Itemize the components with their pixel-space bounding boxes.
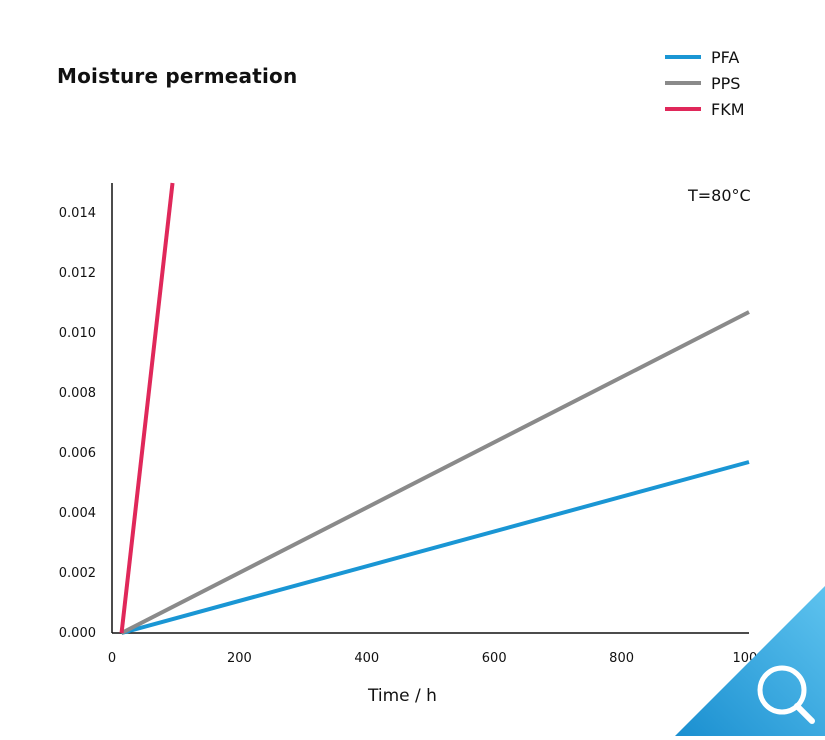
legend-item-pps: PPS bbox=[665, 70, 745, 96]
legend-swatch bbox=[665, 107, 701, 111]
zoom-button[interactable] bbox=[675, 586, 825, 736]
x-tick-label: 200 bbox=[227, 651, 252, 666]
chart-title: Moisture permeation bbox=[57, 64, 298, 88]
legend-label: PPS bbox=[711, 73, 741, 93]
series-line-pfa bbox=[121, 460, 750, 635]
legend-item-fkm: FKM bbox=[665, 96, 745, 122]
magnifier-icon bbox=[675, 586, 825, 736]
legend-label: FKM bbox=[711, 99, 745, 119]
x-tick-label: 0 bbox=[108, 651, 116, 666]
x-tick-label: 800 bbox=[609, 651, 634, 666]
y-tick-label: 0.002 bbox=[59, 566, 96, 581]
legend-item-pfa: PFA bbox=[665, 44, 745, 70]
y-tick-label: 0.004 bbox=[59, 506, 96, 521]
x-tick-label: 400 bbox=[354, 651, 379, 666]
axes bbox=[111, 183, 749, 634]
y-tick-label: 0.000 bbox=[59, 626, 96, 641]
y-tick-label: 0.008 bbox=[59, 386, 96, 401]
legend-swatch bbox=[665, 55, 701, 59]
y-tick-label: 0.010 bbox=[59, 326, 96, 341]
series-line-fkm bbox=[119, 182, 175, 634]
legend-swatch bbox=[665, 81, 701, 85]
y-tick-label: 0.006 bbox=[59, 446, 96, 461]
series-lines bbox=[119, 182, 750, 635]
y-ticks: 0.000 0.002 0.004 0.006 0.008 0.010 0.012 0.014 bbox=[59, 206, 96, 641]
series-line-pps bbox=[120, 310, 750, 635]
legend: PFA PPS FKM bbox=[665, 44, 745, 122]
y-tick-label: 0.012 bbox=[59, 266, 96, 281]
y-tick-label: 0.014 bbox=[59, 206, 96, 221]
temperature-annotation: T=80°C bbox=[688, 186, 751, 205]
x-ticks: 0 200 400 600 800 1000 bbox=[108, 651, 766, 666]
legend-label: PFA bbox=[711, 47, 740, 67]
x-tick-label: 600 bbox=[482, 651, 507, 666]
x-axis-label: Time / h bbox=[368, 686, 437, 706]
